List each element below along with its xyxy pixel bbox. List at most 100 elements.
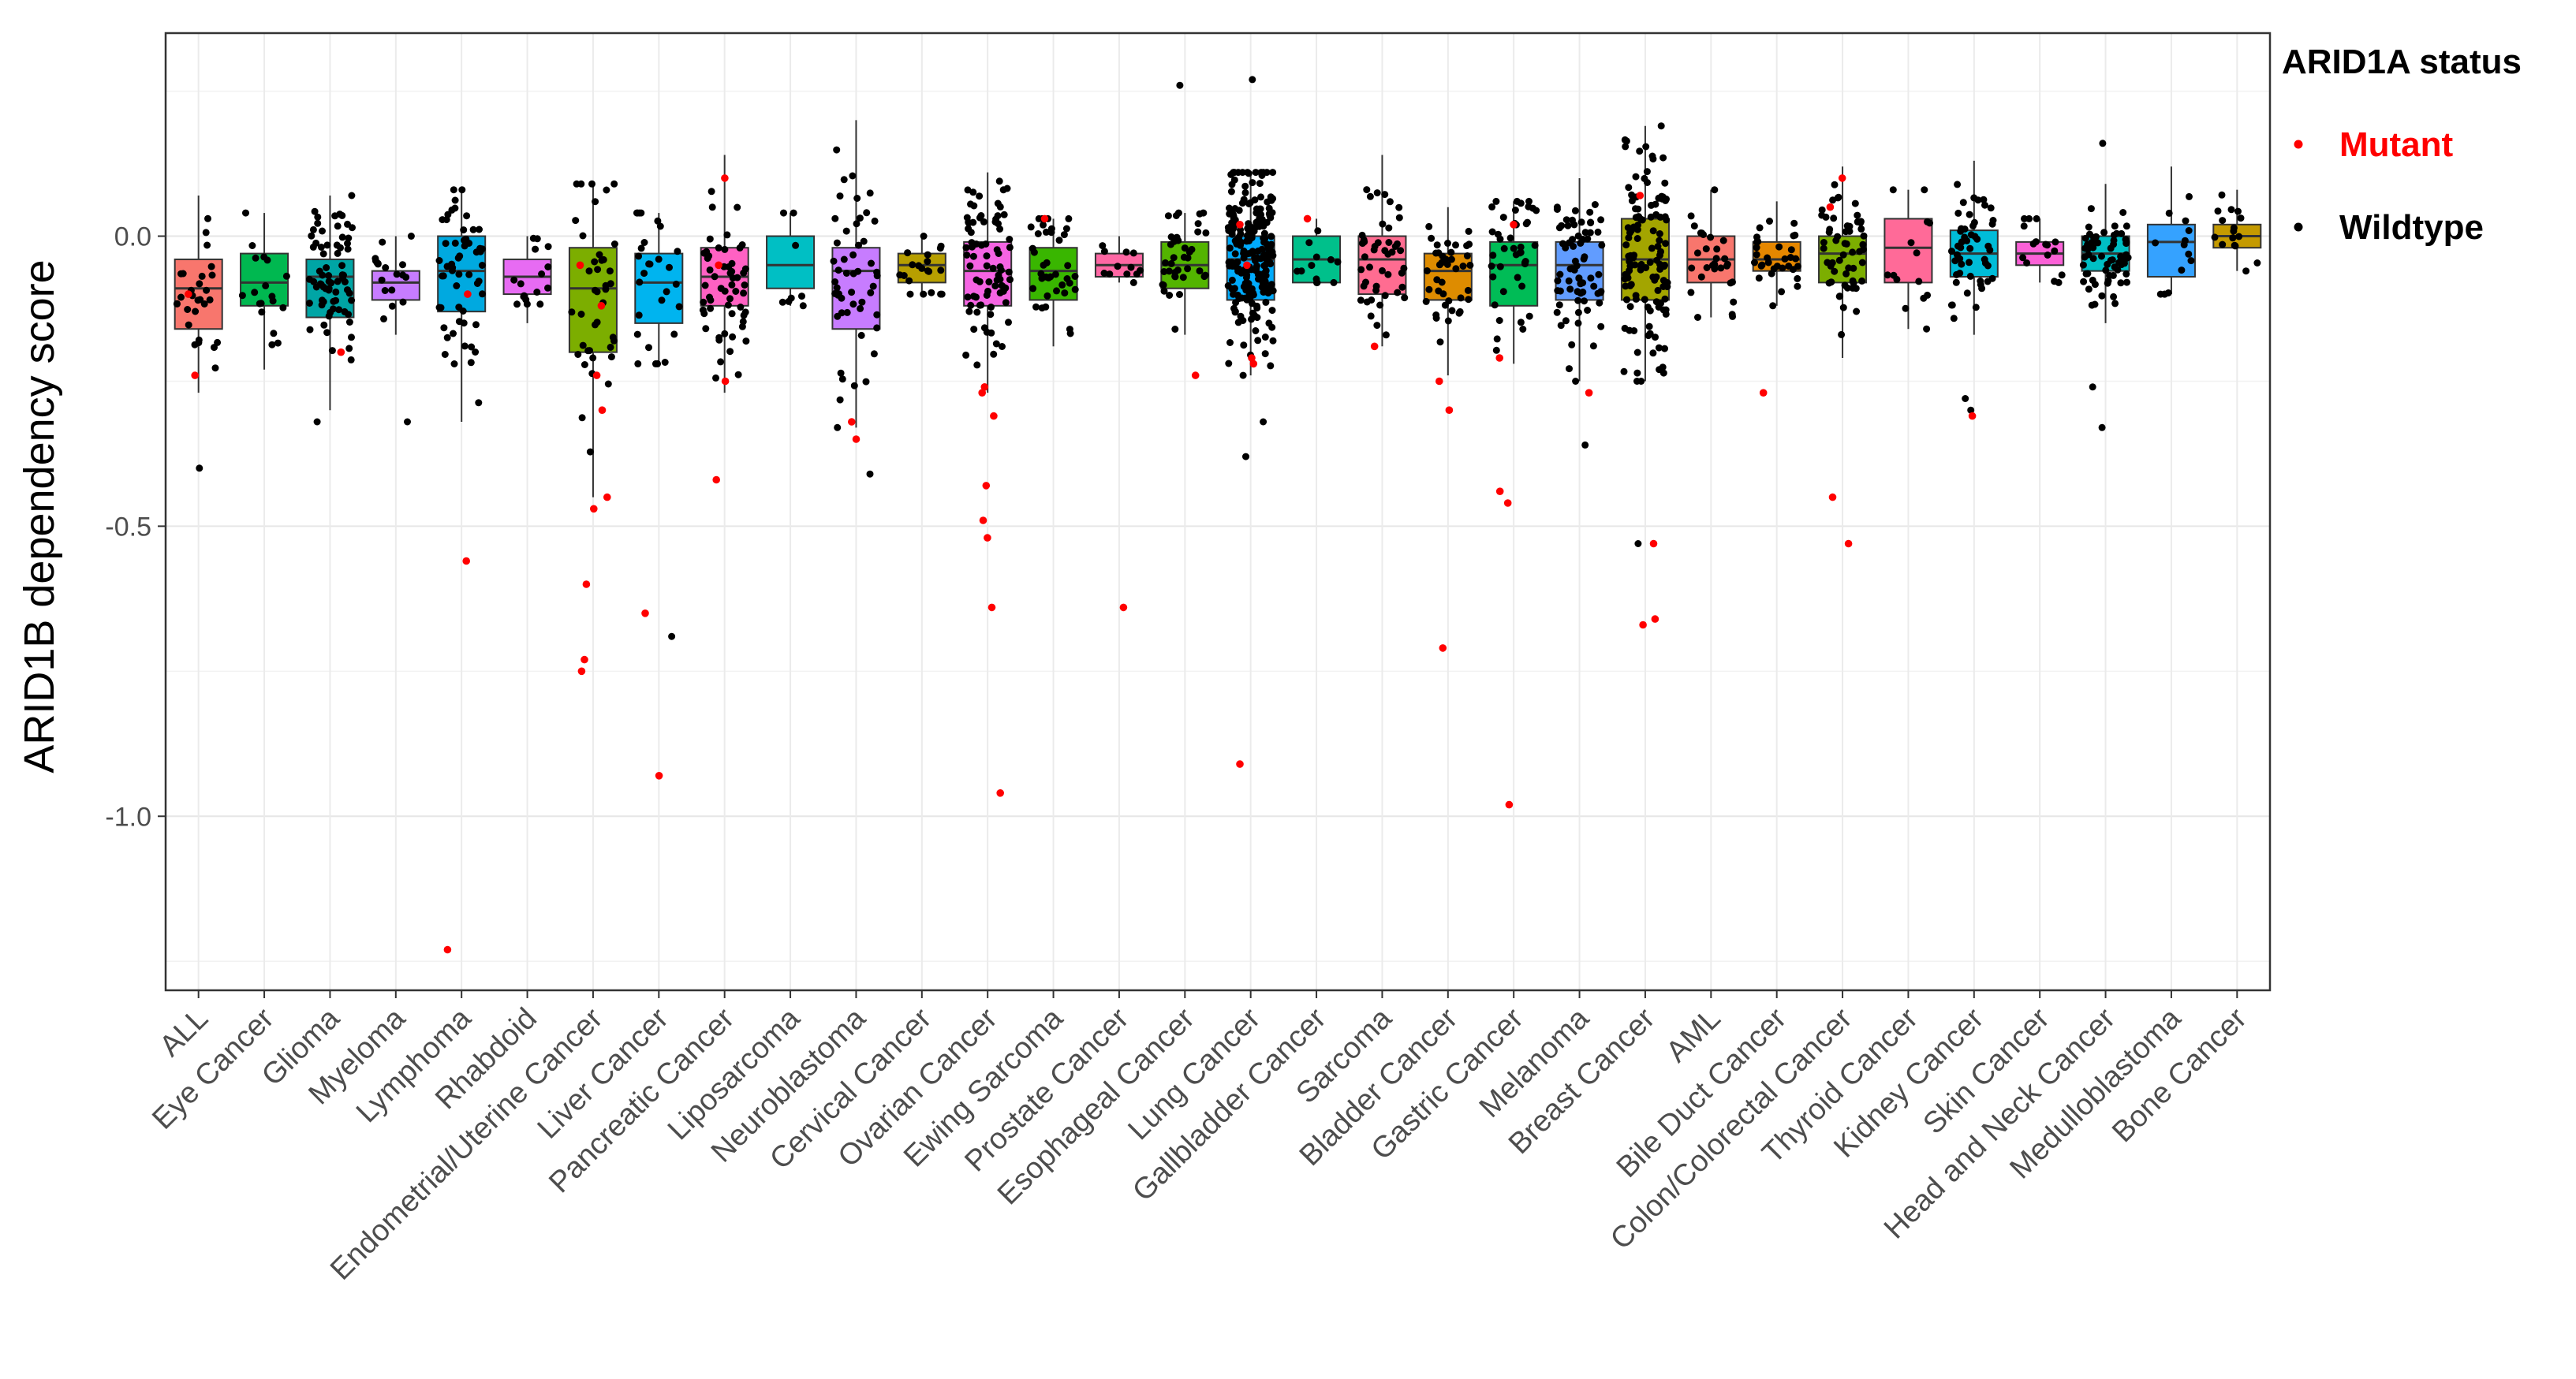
wildtype-point	[636, 278, 644, 286]
wildtype-point	[441, 351, 449, 358]
wildtype-point	[1256, 180, 1264, 188]
wildtype-point	[1630, 327, 1638, 334]
wildtype-point	[2110, 293, 2118, 300]
wildtype-point	[723, 231, 731, 239]
wildtype-point	[1775, 243, 1783, 251]
wildtype-point	[581, 361, 588, 368]
wildtype-point	[242, 209, 249, 217]
wildtype-point	[1384, 270, 1392, 278]
wildtype-point	[1238, 199, 1246, 207]
wildtype-point	[661, 359, 669, 366]
wildtype-point	[306, 326, 314, 334]
wildtype-point	[646, 260, 654, 268]
wildtype-point	[444, 211, 452, 218]
wildtype-point	[1654, 243, 1662, 250]
wildtype-point	[717, 358, 725, 366]
wildtype-point	[738, 241, 746, 248]
wildtype-point	[1267, 233, 1275, 240]
wildtype-point	[1980, 196, 1988, 203]
wildtype-point	[1160, 268, 1168, 275]
wildtype-point	[1188, 245, 1196, 253]
wildtype-point	[1594, 228, 1602, 236]
wildtype-point	[996, 225, 1004, 233]
wildtype-point	[1632, 295, 1640, 303]
wildtype-point	[1196, 267, 1204, 275]
mutant-point	[1445, 406, 1454, 414]
wildtype-point	[1228, 276, 1236, 284]
wildtype-point	[1249, 291, 1257, 299]
wildtype-point	[1264, 198, 1271, 206]
wildtype-point	[1826, 225, 1834, 233]
wildtype-point	[2178, 266, 2186, 274]
wildtype-point	[1238, 169, 1246, 177]
wildtype-point	[1723, 260, 1731, 268]
wildtype-point	[856, 214, 864, 222]
wildtype-point	[1622, 137, 1630, 145]
wildtype-point	[1597, 322, 1605, 330]
wildtype-point	[1122, 248, 1130, 256]
wildtype-point	[833, 146, 841, 154]
wildtype-point	[1382, 331, 1390, 339]
wildtype-point	[1839, 304, 1847, 311]
wildtype-point	[585, 267, 593, 275]
wildtype-point	[1170, 254, 1178, 262]
wildtype-point	[654, 217, 662, 225]
wildtype-point	[1584, 307, 1592, 314]
wildtype-point	[1226, 339, 1234, 346]
wildtype-point	[2110, 231, 2118, 239]
wildtype-point	[1557, 322, 1565, 330]
wildtype-point	[2090, 233, 2097, 241]
wildtype-point	[185, 321, 192, 329]
wildtype-point	[1255, 275, 1262, 283]
wildtype-point	[1533, 207, 1540, 214]
wildtype-point	[449, 266, 456, 274]
wildtype-point	[969, 252, 977, 260]
wildtype-point	[1452, 241, 1459, 249]
wildtype-point	[317, 244, 325, 251]
wildtype-point	[1756, 224, 1764, 232]
wildtype-point	[1230, 169, 1238, 177]
wildtype-point	[1248, 231, 1256, 239]
wildtype-point	[1260, 229, 1268, 237]
wildtype-point	[1327, 255, 1335, 263]
wildtype-point	[1554, 277, 1562, 285]
wildtype-point	[1829, 196, 1837, 204]
wildtype-point	[1171, 326, 1179, 333]
wildtype-point	[1491, 301, 1499, 309]
wildtype-point	[2122, 251, 2130, 259]
wildtype-point	[1260, 262, 1268, 270]
wildtype-point	[1100, 270, 1108, 277]
wildtype-point	[1513, 197, 1521, 205]
wildtype-point	[1854, 211, 1861, 219]
wildtype-point	[2123, 278, 2130, 286]
mutant-point	[1838, 174, 1846, 182]
mutant-point	[1510, 221, 1518, 229]
wildtype-point	[1988, 274, 1996, 282]
legend-wildtype-label: Wildtype	[2339, 208, 2484, 247]
wildtype-point	[858, 298, 866, 306]
wildtype-point	[1129, 278, 1137, 286]
wildtype-point	[1595, 270, 1603, 278]
wildtype-point	[924, 251, 931, 259]
wildtype-point	[1574, 288, 1581, 296]
wildtype-point	[467, 359, 475, 367]
wildtype-point	[1967, 406, 1975, 414]
wildtype-point	[1269, 252, 1277, 259]
wildtype-point	[831, 278, 839, 285]
wildtype-point	[1555, 301, 1563, 309]
wildtype-point	[1254, 337, 1262, 345]
wildtype-point	[334, 249, 342, 257]
wildtype-point	[440, 324, 448, 332]
wildtype-point	[1455, 309, 1463, 317]
wildtype-point	[1827, 278, 1835, 286]
wildtype-point	[1521, 260, 1529, 268]
wildtype-point	[1952, 278, 1960, 286]
wildtype-point	[1506, 234, 1514, 242]
wildtype-point	[1622, 143, 1630, 151]
wildtype-point	[1040, 221, 1047, 229]
wildtype-point	[985, 278, 993, 285]
wildtype-point	[327, 308, 334, 316]
wildtype-point	[1703, 264, 1711, 271]
wildtype-point	[538, 270, 546, 278]
